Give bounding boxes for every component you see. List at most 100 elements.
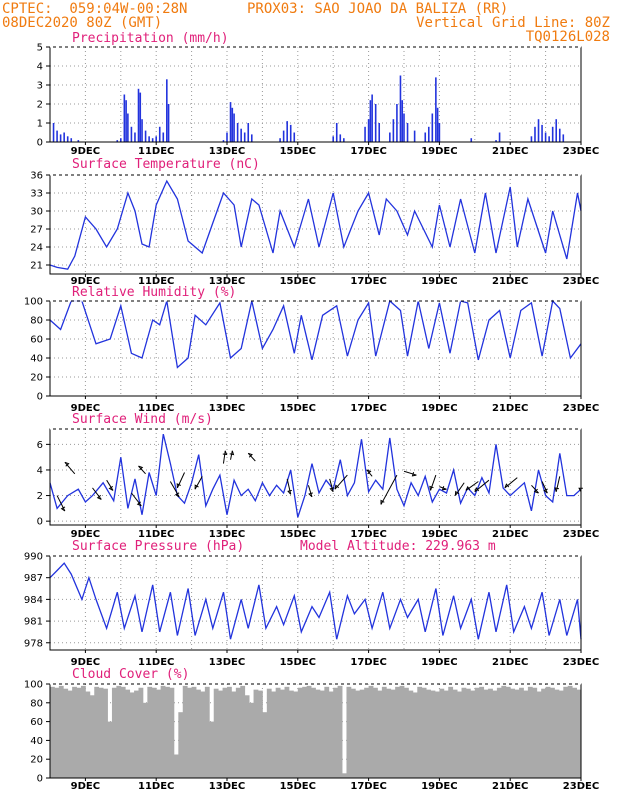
cloud-bar (231, 691, 237, 778)
y-tick-label: 1 (37, 119, 43, 130)
wind-arrow (504, 477, 518, 489)
precip-bar (229, 102, 232, 142)
precip-bar (343, 138, 345, 142)
cloud-bar (364, 687, 369, 778)
wind-arrow-head (64, 461, 70, 467)
x-tick-label: 17DEC (350, 276, 386, 287)
cloud-bar (138, 687, 144, 778)
cloud-bar (80, 685, 86, 778)
x-tick-label: 13DEC (209, 403, 245, 414)
precip-bar (155, 136, 157, 142)
cloud-bar (147, 686, 153, 778)
cloud-bar (280, 689, 285, 778)
x-tick-label: 19DEC (421, 657, 457, 668)
precip-bar (424, 132, 427, 142)
cloud-bar (222, 687, 228, 778)
precip-bar (332, 136, 334, 142)
cloud-bar (505, 686, 511, 778)
cloud-bar (448, 686, 454, 778)
wind-arrow-head (441, 486, 447, 491)
x-tick-label: 15DEC (280, 657, 316, 668)
wind-arrow-head (138, 465, 144, 471)
y-tick-label: 990 (24, 552, 43, 563)
y-tick-label: 80 (30, 698, 43, 709)
precip-bar (537, 119, 540, 142)
cloud-bar (94, 686, 100, 778)
y-tick-label: 20 (30, 373, 43, 384)
panel-frame (49, 46, 582, 143)
y-tick-label: 60 (30, 717, 43, 728)
cloud-bar (439, 688, 445, 778)
x-tick-label: 9DEC (71, 146, 100, 157)
precip-bar (389, 132, 391, 142)
precip-bar (151, 138, 154, 142)
series-line (49, 179, 582, 270)
precip-bar (231, 107, 234, 142)
wind-arrow-head (380, 499, 385, 505)
cloud-bar (142, 702, 148, 778)
cloud-bar (178, 712, 184, 778)
cloud-bar (390, 689, 396, 778)
y-tick-label: 4 (37, 62, 43, 73)
precip-bar (226, 132, 228, 142)
cloud-bar (315, 689, 321, 778)
precip-bar (438, 123, 441, 142)
cloud-bar (536, 691, 542, 778)
precip-bar (222, 140, 225, 142)
cloud-bar (523, 690, 529, 778)
cloud-bar (213, 688, 219, 778)
cloud-bar (404, 687, 409, 778)
cloud-bar (311, 687, 316, 778)
y-tick-label: 30 (30, 207, 43, 218)
wind-arrow-head (248, 452, 253, 458)
wind-arrow-head (174, 492, 180, 498)
cloud-bar (134, 690, 139, 778)
cloud-bar (417, 686, 423, 778)
cloud-bar (120, 686, 126, 778)
precip-bar (470, 138, 473, 142)
precip-bar (127, 113, 129, 142)
wind-arrow (541, 481, 548, 494)
cloud-bar (373, 687, 378, 778)
y-tick-label: 0 (37, 138, 43, 149)
y-tick-label: 36 (30, 171, 43, 182)
cloud-bar (89, 695, 95, 778)
wind-arrow (465, 481, 479, 491)
precip-bar (240, 128, 242, 142)
cloud-bar (182, 685, 188, 778)
model-id: TQ0126L028 (525, 29, 610, 45)
precip-bar (233, 113, 235, 142)
precip-bar (282, 130, 285, 142)
wind-arrow (138, 465, 146, 475)
precip-bar (413, 130, 416, 142)
cloud-bar (545, 686, 551, 778)
precip-bar (247, 123, 250, 142)
series-line (49, 562, 582, 640)
x-tick-label: 17DEC (350, 657, 386, 668)
y-tick-label: 24 (30, 243, 43, 254)
precip-bar (66, 136, 69, 142)
cloud-bar (160, 685, 166, 778)
precip-bar (548, 136, 550, 142)
precip-bar (369, 100, 372, 142)
x-tick-label: 23DEC (563, 657, 599, 668)
vertical-grid-info: Vertical Grid Line: 80Z (416, 15, 610, 31)
cloud-bar (550, 687, 555, 778)
precip-bar (401, 100, 404, 142)
cloud-bar (465, 688, 471, 778)
y-tick-label: 60 (30, 335, 43, 346)
cloud-bar (532, 687, 538, 778)
wind-arrow (307, 485, 313, 497)
precip-bar (63, 132, 65, 142)
precip-bar (374, 104, 377, 142)
wind-arrow (169, 481, 180, 498)
y-tick-label: 27 (30, 225, 43, 236)
x-tick-label: 21DEC (492, 657, 528, 668)
cloud-bar (63, 688, 69, 778)
y-tick-label: 20 (30, 755, 43, 766)
x-tick-label: 11DEC (138, 146, 174, 157)
y-tick-label: 40 (30, 736, 43, 747)
precip-bar (406, 123, 409, 142)
x-tick-label: 11DEC (138, 276, 174, 287)
precip-bar (56, 130, 58, 142)
